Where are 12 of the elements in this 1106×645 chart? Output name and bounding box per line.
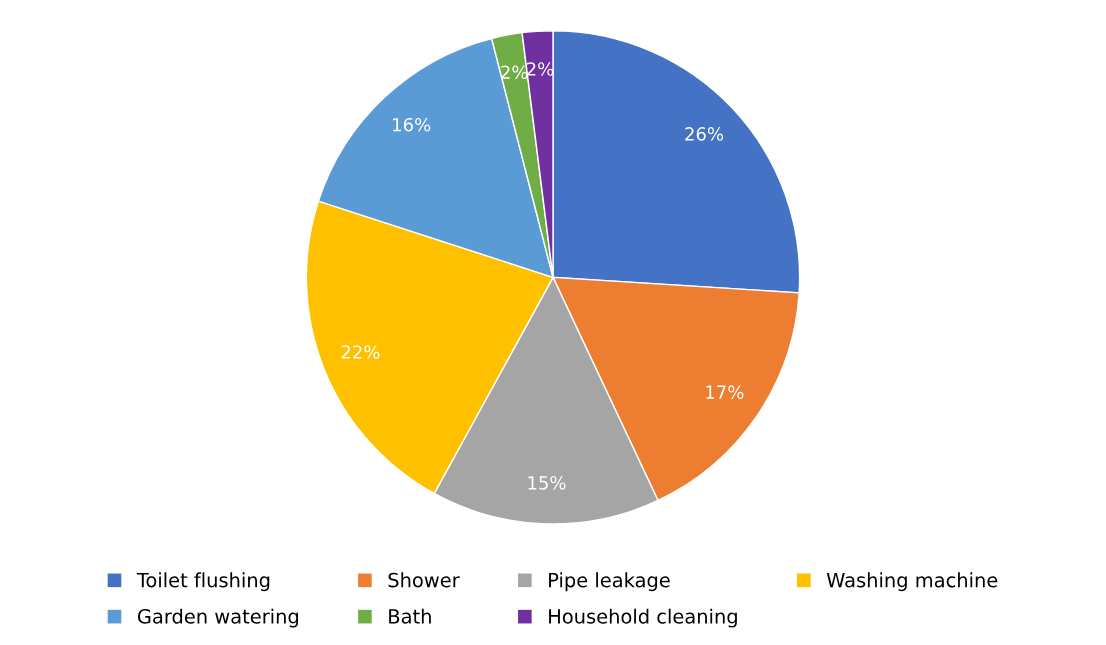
data-label: 26% [685, 127, 724, 141]
data-label: 16% [393, 117, 431, 132]
legend-label: Toilet flushing [136, 572, 270, 592]
legend-label: Shower [388, 572, 460, 588]
legend-label: Pipe leakage [549, 572, 670, 592]
legend-label: Garden watering [137, 608, 299, 628]
legend-label: Washing machine [826, 572, 998, 592]
legend-label: Bath [389, 608, 431, 624]
legend-label: Household cleaning [549, 608, 737, 628]
data-label: 22% [341, 345, 380, 359]
data-label: 15% [528, 475, 566, 490]
data-label: 17% [706, 385, 744, 400]
